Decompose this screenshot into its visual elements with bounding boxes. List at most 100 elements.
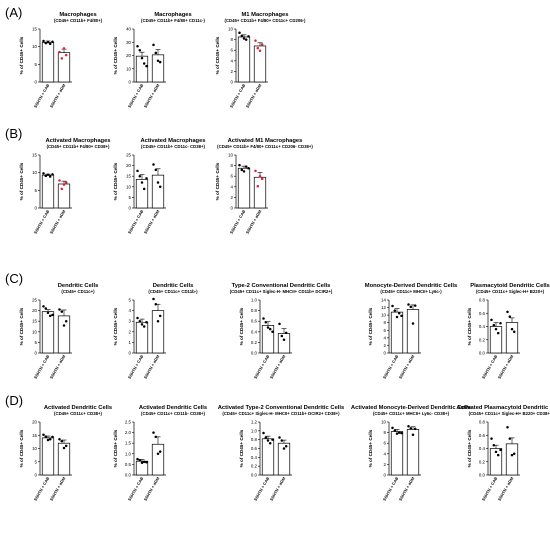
data-point xyxy=(510,453,514,457)
x-category-label: SSHTN + aGM xyxy=(49,475,67,501)
data-point xyxy=(247,167,250,170)
y-tick-label: 0 xyxy=(35,473,38,478)
y-tick-label: 0.6 xyxy=(251,446,258,451)
y-tick-label: 2 xyxy=(384,343,387,348)
x-category-label: SSHTN + CAB xyxy=(127,209,145,235)
bar xyxy=(406,429,420,476)
data-point xyxy=(158,450,162,453)
y-tick-label: 15 xyxy=(32,153,37,158)
data-point xyxy=(244,38,248,41)
data-point xyxy=(391,426,394,430)
data-point xyxy=(140,461,144,464)
data-point xyxy=(138,319,142,323)
data-point xyxy=(271,330,274,334)
data-point xyxy=(508,437,512,440)
y-tick-label: 1.0 xyxy=(251,428,258,433)
y-tick-label: 0.4 xyxy=(251,455,258,460)
y-tick-label: 14 xyxy=(381,298,386,303)
data-point xyxy=(62,183,66,186)
data-point xyxy=(156,319,160,323)
panel-label-a: (A) xyxy=(5,5,22,20)
bar-chart: Type-2 Conventional Dendritic Cells(CD45… xyxy=(230,283,333,380)
y-tick-label: 6 xyxy=(384,328,387,333)
y-tick-label: 25 xyxy=(126,153,131,158)
x-category-label: SSHTN + CAB xyxy=(229,209,247,235)
x-category-label: SSHTN + aGM xyxy=(143,82,161,108)
data-point xyxy=(266,326,270,329)
data-point xyxy=(140,56,144,60)
chart-subtitle: (CD45+ CD11c+ CD38+) xyxy=(54,411,102,416)
data-point xyxy=(256,46,260,50)
x-category-label: SSHTN + aGM xyxy=(49,353,67,379)
x-category-label: SSHTN + aGM xyxy=(143,208,161,234)
chart-subtitle: (CD45+ CD11c+ Siglec-H- MHCII+ CD11b+ DC… xyxy=(222,411,340,416)
data-point xyxy=(156,181,160,184)
bar xyxy=(237,167,251,209)
chart-subtitle: (CD45+ CD11c+ Siglec-H- MHCII+ CD11b+ DC… xyxy=(230,289,333,294)
y-tick-label: 0 xyxy=(231,206,234,211)
y-tick-label: 10 xyxy=(381,420,386,425)
data-point xyxy=(391,304,394,308)
data-point xyxy=(395,432,399,435)
x-category-label: SSHTN + aGM xyxy=(245,208,263,234)
data-point xyxy=(268,327,272,331)
data-point xyxy=(145,177,148,180)
bar xyxy=(151,54,165,83)
data-point xyxy=(508,315,512,318)
bar-chart: Plasmacytoid Dendritic Cells(CD45+ CD11c… xyxy=(467,283,550,380)
x-category-label: SSHTN + aGM xyxy=(143,353,161,379)
data-point xyxy=(42,305,45,308)
y-tick-label: 0 xyxy=(35,80,38,85)
y-tick-label: 0 xyxy=(231,80,234,85)
y-tick-label: 10 xyxy=(228,153,233,158)
y-tick-label: 0.0 xyxy=(479,351,486,356)
y-axis-label: % of CD45+ Cells xyxy=(239,429,244,467)
y-tick-label: 5 xyxy=(35,340,38,345)
y-tick-label: 20 xyxy=(32,308,37,313)
bar-chart: Activated Dendritic Cells(CD45+ CD11c+ C… xyxy=(19,405,112,502)
data-point xyxy=(48,42,52,46)
data-point xyxy=(154,435,158,439)
x-category-label: SSHTN + aGM xyxy=(49,208,67,234)
bar-chart: Macrophages(CD45+ CD11b+ F4/80+ CD11c-) 0… xyxy=(113,12,206,109)
y-tick-label: 0.5 xyxy=(125,462,132,467)
x-category-label: SSHTN + CAB xyxy=(33,354,51,380)
chart-title: Dendritic Cells xyxy=(153,283,194,289)
bar-chart: Monocyte-Derived Dendritic Cells(CD45+ C… xyxy=(365,283,457,380)
data-point xyxy=(247,35,250,38)
data-point xyxy=(494,327,498,331)
data-point xyxy=(51,173,54,176)
bar xyxy=(489,326,503,354)
x-category-label: SSHTN + CAB xyxy=(127,476,145,502)
data-point xyxy=(284,445,288,448)
y-tick-label: 6 xyxy=(384,441,387,446)
data-point xyxy=(238,31,241,34)
data-point xyxy=(158,314,162,318)
data-point xyxy=(264,436,268,439)
data-point xyxy=(413,427,417,431)
y-tick-label: 10 xyxy=(381,313,386,318)
y-axis-label: % of CD45+ Cells xyxy=(368,429,373,467)
bar xyxy=(237,36,251,83)
data-point xyxy=(395,315,399,319)
data-point xyxy=(238,163,241,167)
bar xyxy=(151,443,165,476)
data-point xyxy=(154,168,158,172)
chart-title: Activated Macrophages xyxy=(45,138,110,144)
chart-title: Macrophages xyxy=(154,12,191,18)
y-tick-label: 0.2 xyxy=(479,459,486,464)
data-point xyxy=(42,39,45,43)
data-point xyxy=(240,34,244,38)
data-point xyxy=(58,179,61,182)
chart-subtitle: (CD45+ CD11b+ CD11c- CD38+) xyxy=(141,144,205,149)
data-point xyxy=(400,431,403,435)
data-point xyxy=(44,307,48,310)
y-tick-label: 0.4 xyxy=(251,329,258,334)
data-point xyxy=(145,64,148,68)
data-point xyxy=(506,426,509,429)
y-tick-label: 4 xyxy=(129,308,132,313)
bar-chart: Activated Type-2 Conventional Dendritic … xyxy=(218,405,344,502)
data-point xyxy=(154,51,158,55)
bar xyxy=(261,438,275,476)
